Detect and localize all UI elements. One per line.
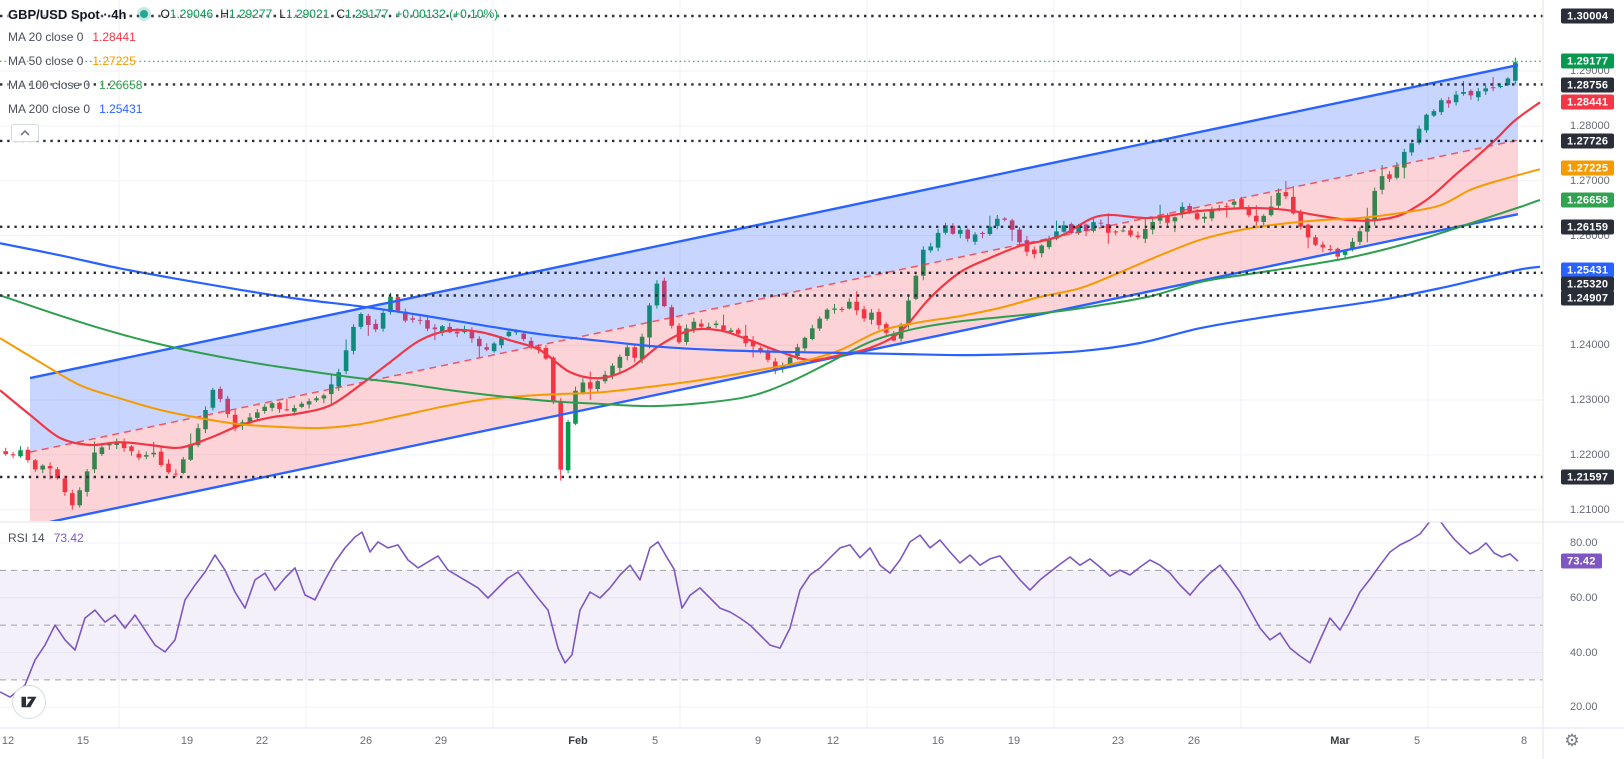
ma-legend-label: MA 100 close 0 <box>8 78 91 92</box>
rsi-label[interactable]: RSI 14 <box>8 531 45 545</box>
time-axis-label: 12 <box>826 735 840 747</box>
time-axis-label: Mar <box>1330 735 1350 747</box>
time-axis-label: 8 <box>1520 735 1528 747</box>
symbol-legend: GBP/USD Spot · 4h O1.29046 H1.29277 L1.2… <box>8 5 499 142</box>
ma-legend-value: 1.26658 <box>99 78 143 92</box>
price-level-badge: 1.29177 <box>1561 53 1615 69</box>
time-axis-label: 26 <box>359 735 373 747</box>
price-level-badge: 1.24907 <box>1561 290 1615 306</box>
time-axis-label: 5 <box>651 735 659 747</box>
rsi-axis-label: 20.00 <box>1570 701 1598 714</box>
ma-legend-row[interactable]: MA 100 close 0 1.26658 <box>8 73 142 97</box>
collapse-legend-button[interactable] <box>11 124 39 142</box>
tv-logo-icon <box>21 696 37 708</box>
price-level-badge: 1.27225 <box>1561 160 1615 176</box>
rsi-value: 73.42 <box>53 531 84 545</box>
price-axis-label: 1.28000 <box>1570 119 1610 132</box>
rsi-axis-label: 40.00 <box>1570 646 1598 659</box>
ma-legend-value: 1.27225 <box>92 54 136 68</box>
rsi-axis-label: 60.00 <box>1570 591 1598 604</box>
price-axis-label: 1.22000 <box>1570 448 1610 461</box>
ma-legend-label: MA 200 close 0 <box>8 102 91 116</box>
price-level-badge: 1.30004 <box>1561 8 1615 24</box>
price-axis-label: 1.27000 <box>1570 174 1610 187</box>
time-axis-label: 12 <box>1 735 15 747</box>
price-axis-label: 1.21000 <box>1570 503 1610 516</box>
time-axis-label: Feb <box>568 735 588 747</box>
price-level-badge: 1.26658 <box>1561 192 1615 208</box>
price-level-badge: 1.28441 <box>1561 94 1615 110</box>
price-level-badge: 1.21597 <box>1561 469 1615 485</box>
ma-legend-row[interactable]: MA 200 close 0 1.25431 <box>8 97 142 121</box>
price-level-badge: 1.25320 <box>1561 276 1615 292</box>
chevron-up-icon <box>20 130 30 136</box>
time-axis-label: 29 <box>434 735 448 747</box>
price-axis-label: 1.23000 <box>1570 394 1610 406</box>
price-axis-label: 1.24000 <box>1570 339 1610 352</box>
ma-legend-row[interactable]: MA 20 close 0 1.28441 <box>8 25 142 49</box>
time-axis-label: 26 <box>1187 735 1201 747</box>
rsi-legend: RSI 14 73.42 <box>8 529 84 547</box>
price-level-badge: 1.28756 <box>1561 77 1615 93</box>
time-axis-label: 5 <box>1413 735 1421 747</box>
ma-legend-rows: MA 20 close 0 1.28441 MA 50 close 0 1.27225… <box>8 25 142 121</box>
time-axis-label: 23 <box>1111 735 1125 747</box>
ma-legend-label: MA 50 close 0 <box>8 54 84 68</box>
ma-legend-label: MA 20 close 0 <box>8 30 84 44</box>
price-level-badge: 1.27726 <box>1561 133 1615 149</box>
time-axis-label: 19 <box>180 735 194 747</box>
time-axis-label: 9 <box>754 735 762 747</box>
ma-legend-row[interactable]: MA 50 close 0 1.27225 <box>8 49 142 73</box>
time-axis-label: 15 <box>76 735 90 747</box>
time-axis-label: 22 <box>255 735 269 747</box>
ma-legend-value: 1.25431 <box>99 102 143 116</box>
time-axis-label: 19 <box>1007 735 1021 747</box>
price-level-badge: 1.25431 <box>1561 262 1615 278</box>
ohlc-readout: O1.29046 H1.29277 L1.29021 C1.29177 +0.0… <box>160 7 499 21</box>
price-level-badge: 1.26159 <box>1561 219 1615 235</box>
change-readout: +0.00132 (+0.10%) <box>395 7 499 21</box>
ma-legend-value: 1.28441 <box>92 30 136 44</box>
rsi-axis-label: 80.00 <box>1570 537 1598 549</box>
axis-settings-gear-icon[interactable]: ⚙ <box>1564 731 1580 750</box>
rsi-value-badge: 73.42 <box>1561 553 1602 569</box>
market-status-icon[interactable] <box>140 10 149 18</box>
tradingview-logo[interactable] <box>12 685 46 719</box>
time-axis-label: 16 <box>931 735 945 747</box>
symbol-title[interactable]: GBP/USD Spot · 4h <box>8 6 127 22</box>
